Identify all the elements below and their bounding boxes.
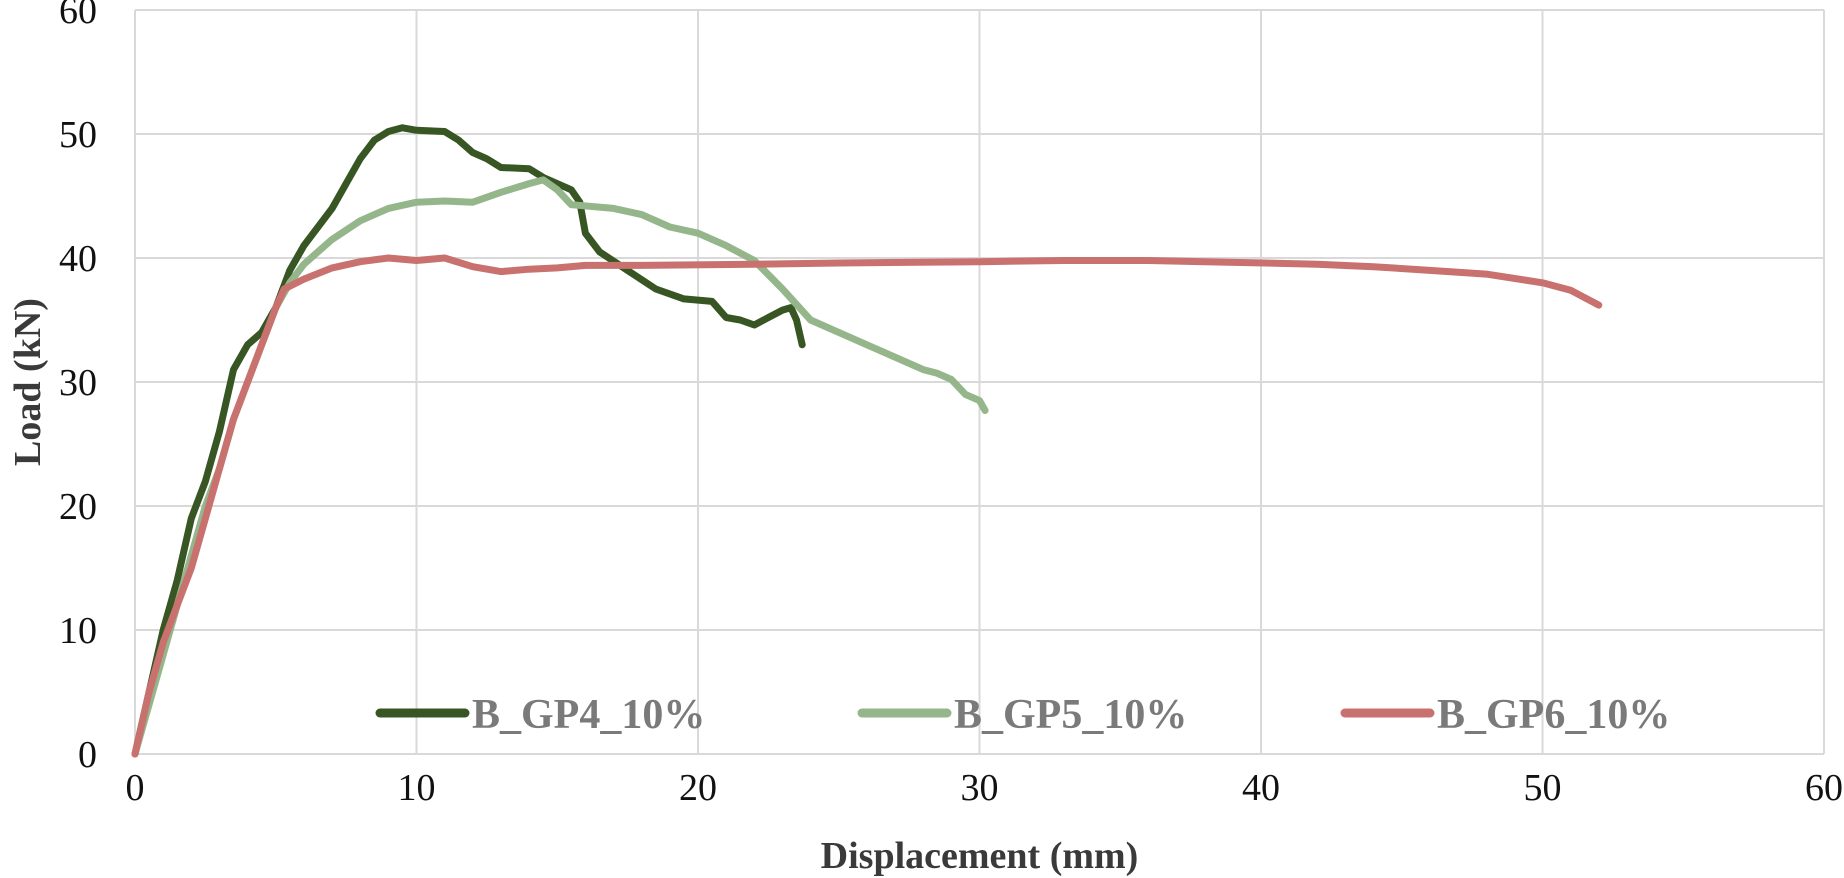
x-tick-label: 40 [1242, 767, 1280, 809]
y-axis-title: Load (kN) [7, 298, 49, 466]
tick-labels: 0 10 20 30 40 50 60 0 10 20 30 40 50 60 [59, 0, 1843, 809]
series-lines [131, 124, 1603, 758]
x-tick-label: 20 [679, 767, 717, 809]
legend-label-3: B_GP6_10% [1437, 692, 1670, 738]
y-tick-label: 10 [59, 610, 97, 652]
legend-label-2: B_GP5_10% [954, 692, 1187, 738]
series-line-1 [131, 124, 806, 758]
legend: B_GP4_10% B_GP5_10% B_GP6_10% [375, 692, 1670, 738]
x-tick-label: 60 [1805, 767, 1843, 809]
x-tick-label: 30 [961, 767, 999, 809]
y-tick-label: 20 [59, 486, 97, 528]
y-tick-label: 0 [78, 734, 97, 776]
x-tick-label: 50 [1524, 767, 1562, 809]
legend-label-1: B_GP4_10% [472, 692, 705, 738]
y-tick-label: 50 [59, 114, 97, 156]
x-axis-title: Displacement (mm) [821, 835, 1139, 877]
x-tick-label: 0 [126, 767, 145, 809]
y-tick-label: 40 [59, 238, 97, 280]
x-tick-label: 10 [398, 767, 436, 809]
y-tick-label: 30 [59, 362, 97, 404]
y-tick-label: 60 [59, 0, 97, 32]
series-line-3 [131, 254, 1603, 758]
